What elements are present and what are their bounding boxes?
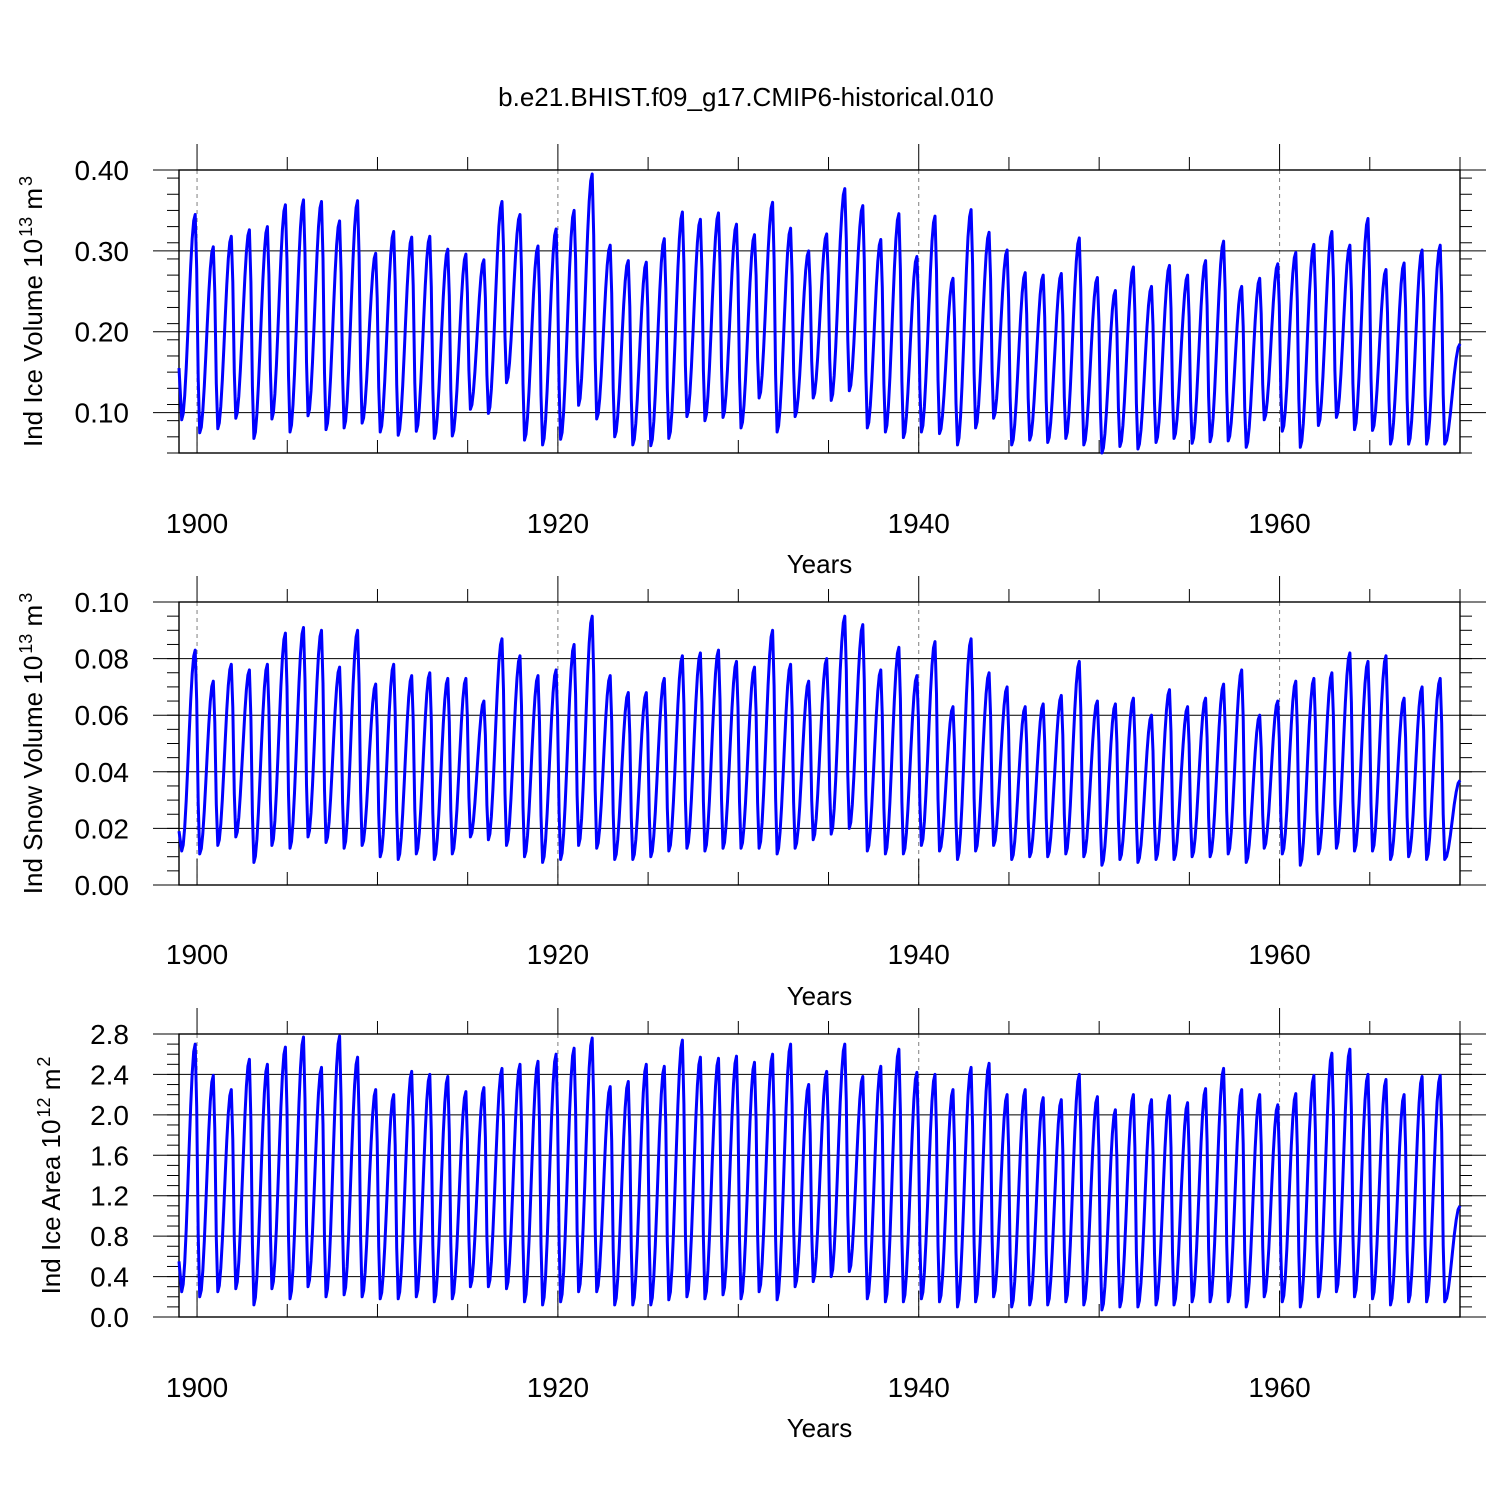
x-axis-title: Years (787, 981, 853, 1011)
y-axis-title-unit-exp: 3 (16, 176, 36, 186)
x-tick-label: 1920 (527, 1372, 589, 1403)
x-tick-label: 1960 (1248, 1372, 1310, 1403)
x-axis-title: Years (787, 549, 853, 579)
plot-frame (178, 1033, 1461, 1318)
y-tick-label: 0.0 (90, 1302, 129, 1333)
y-axis-title: Ind Ice Area 10 12 m 2 (34, 1057, 66, 1295)
y-axis-title-exp: 12 (34, 1097, 54, 1117)
x-tick-label: 1940 (888, 508, 950, 539)
y-tick-label: 0.06 (75, 700, 130, 731)
figure-title: b.e21.BHIST.f09_g17.CMIP6-historical.010 (498, 82, 994, 112)
y-tick-label: 2.8 (90, 1019, 129, 1050)
y-tick-label: 0.20 (75, 317, 130, 348)
y-axis-title-prefix: Ind Ice Area 10 (36, 1120, 66, 1295)
y-tick-label: 0.10 (75, 398, 130, 429)
y-axis-title-unit: m (18, 605, 48, 634)
series-line-1 (177, 614, 1462, 867)
y-axis-title-exp: 13 (16, 634, 36, 654)
y-axis-title-unit-exp: 2 (34, 1057, 54, 1067)
y-tick-label: 0.10 (75, 587, 130, 618)
y-axis-title: Ind Ice Volume 1013 m 3 (16, 176, 48, 447)
plot-frame (178, 601, 1461, 886)
y-tick-label: 0.30 (75, 236, 130, 267)
y-tick-label: 0.04 (75, 757, 130, 788)
x-tick-label: 1940 (888, 1372, 950, 1403)
y-axis-title: Ind Snow Volume 1013 m 3 (16, 593, 48, 894)
x-tick-label: 1920 (527, 939, 589, 970)
x-axis-title: Years (787, 1413, 853, 1443)
y-axis-title-unit: m (36, 1069, 66, 1098)
y-tick-label: 0.00 (75, 870, 130, 901)
y-tick-label: 0.8 (90, 1221, 129, 1252)
x-tick-label: 1940 (888, 939, 950, 970)
x-tick-label: 1960 (1248, 508, 1310, 539)
y-tick-label: 1.2 (90, 1181, 129, 1212)
x-tick-label: 1960 (1248, 939, 1310, 970)
y-tick-label: 0.4 (90, 1262, 129, 1293)
x-tick-label: 1900 (166, 508, 228, 539)
series-line-1 (177, 1034, 1462, 1312)
y-tick-label: 2.4 (90, 1059, 129, 1090)
series-line-1 (177, 172, 1462, 455)
x-tick-label: 1900 (166, 939, 228, 970)
x-tick-label: 1900 (166, 1372, 228, 1403)
y-axis-title-exp: 13 (16, 217, 36, 237)
panel-2: 0.00 0.02 0.04 0.06 0.08 0.10 1900 1920 1940 1960… (16, 576, 1486, 1011)
y-tick-label: 2.0 (90, 1100, 129, 1131)
panel-3: 0.0 0.4 0.8 1.2 1.6 2.0 2.4 2.8 1900 1920 1940 1960… (34, 1008, 1486, 1443)
panel-1: 0.10 0.20 0.30 0.40 1900 1920 1940 1960 Years Ind… (16, 144, 1486, 579)
y-axis-title-unit-exp: 3 (16, 593, 36, 603)
y-axis-title-prefix: Ind Snow Volume 10 (18, 656, 48, 895)
y-tick-label: 0.40 (75, 155, 130, 186)
y-tick-label: 1.6 (90, 1140, 129, 1171)
plot-frame (178, 169, 1461, 454)
y-axis-title-prefix: Ind Ice Volume 10 (18, 239, 48, 447)
y-tick-label: 0.08 (75, 644, 130, 675)
y-tick-label: 0.02 (75, 813, 130, 844)
x-tick-label: 1920 (527, 508, 589, 539)
y-axis-title-unit: m (18, 188, 48, 217)
